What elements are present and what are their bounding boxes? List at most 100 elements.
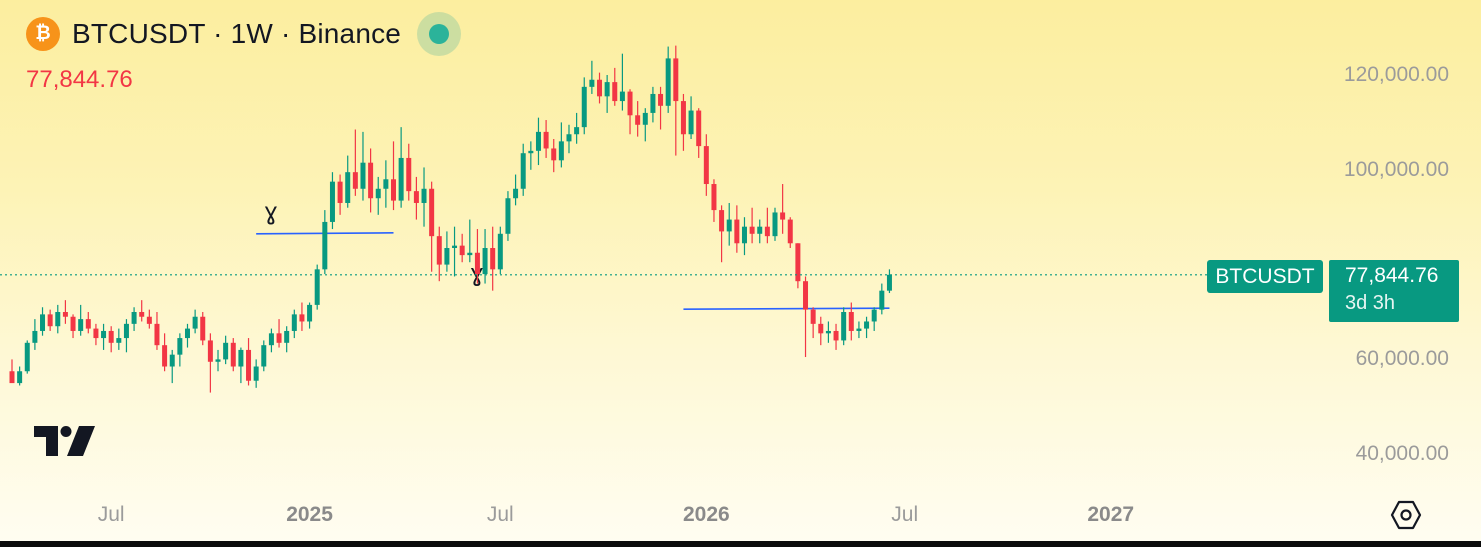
- chart-header: ₿ BTCUSDT · 1W · Binance: [26, 12, 462, 56]
- candle-body: [345, 172, 351, 203]
- candle: [314, 264, 320, 310]
- candle: [787, 217, 793, 249]
- candle-body: [780, 212, 786, 220]
- candle: [246, 338, 252, 386]
- candle-body: [719, 210, 725, 232]
- candle-body: [497, 233, 503, 270]
- candle-body: [459, 245, 465, 256]
- market-status-icon[interactable]: [417, 12, 462, 56]
- candle-body: [177, 338, 183, 355]
- candle-body: [436, 236, 442, 265]
- candle: [490, 226, 496, 291]
- hand-drawn-mark[interactable]: ɣ: [264, 198, 278, 226]
- candle-body: [368, 162, 374, 199]
- candle-body: [581, 86, 587, 128]
- tradingview-logo-icon[interactable]: [34, 426, 96, 456]
- time-axis-label: 2026: [682, 503, 730, 526]
- candle: [650, 86, 656, 123]
- candle: [169, 349, 175, 384]
- candle-body: [803, 281, 809, 310]
- candle: [612, 67, 618, 106]
- candle-body: [116, 338, 122, 343]
- candle-body: [413, 191, 419, 203]
- candle: [764, 207, 770, 244]
- candle: [726, 202, 732, 246]
- candle-body: [352, 172, 358, 189]
- candle: [589, 60, 595, 94]
- candle-body: [711, 184, 717, 211]
- candle: [398, 127, 404, 208]
- candle: [505, 191, 511, 241]
- candle-body: [558, 141, 564, 161]
- candle: [421, 167, 427, 227]
- candle: [131, 307, 137, 331]
- candle-body: [528, 150, 534, 154]
- candle-body: [574, 127, 580, 135]
- time-axis-label: 2025: [286, 503, 333, 526]
- trend-line-drawing[interactable]: [683, 307, 890, 310]
- candle: [383, 160, 389, 208]
- candle-body: [9, 371, 15, 384]
- candle: [795, 243, 801, 289]
- candle: [200, 312, 206, 346]
- candle-body: [757, 226, 763, 234]
- candle: [444, 231, 450, 272]
- price-axis-label: 60,000.00: [1355, 347, 1449, 371]
- candle: [322, 210, 328, 275]
- candle-body: [398, 157, 404, 201]
- candle: [780, 184, 786, 234]
- candle-body: [429, 188, 435, 237]
- candle-body: [24, 342, 30, 372]
- price-axis-label: 100,000.00: [1343, 157, 1449, 181]
- candle: [696, 108, 702, 158]
- candle: [680, 93, 686, 151]
- candle-body: [764, 226, 770, 237]
- candle-body: [818, 323, 824, 334]
- candle-body: [322, 221, 328, 270]
- candle-body: [474, 252, 480, 275]
- candle: [673, 45, 679, 156]
- candle-body: [329, 181, 335, 222]
- candle-body: [93, 328, 99, 339]
- candle: [223, 335, 229, 365]
- candle: [825, 321, 831, 343]
- candle-body: [848, 312, 854, 331]
- bitcoin-icon[interactable]: ₿: [26, 17, 60, 51]
- settings-hexagon-icon[interactable]: [1390, 500, 1422, 530]
- candle-body: [108, 330, 114, 343]
- candle-body: [841, 312, 847, 341]
- candle-body: [520, 153, 526, 189]
- candle-body: [246, 349, 252, 381]
- candle: [741, 217, 747, 256]
- candle-body: [406, 157, 412, 192]
- candle-body: [70, 316, 76, 331]
- candle: [291, 309, 297, 339]
- candle-body: [734, 219, 740, 244]
- candle: [665, 46, 671, 113]
- candle: [581, 77, 587, 135]
- candle: [276, 319, 282, 348]
- candle-body: [642, 112, 648, 125]
- candle-body: [223, 342, 229, 360]
- candle-body: [688, 110, 694, 135]
- candle: [337, 174, 343, 215]
- candle-body: [627, 91, 633, 116]
- time-axis-label: Jul: [97, 503, 125, 526]
- candle-body: [886, 274, 892, 291]
- symbol-title[interactable]: BTCUSDT · 1W · Binance: [72, 18, 402, 49]
- candle-body: [131, 312, 137, 324]
- candle-body: [726, 219, 732, 232]
- candle: [253, 359, 259, 388]
- symbol-price-tag: BTCUSDT: [1207, 260, 1323, 293]
- candle-body: [40, 314, 46, 331]
- candle: [879, 283, 885, 315]
- candle: [520, 143, 526, 196]
- candle: [47, 309, 53, 331]
- candle-body: [749, 226, 755, 234]
- candle: [528, 141, 534, 170]
- candle-body: [230, 342, 236, 367]
- candle-body: [490, 248, 496, 270]
- candle: [406, 143, 412, 201]
